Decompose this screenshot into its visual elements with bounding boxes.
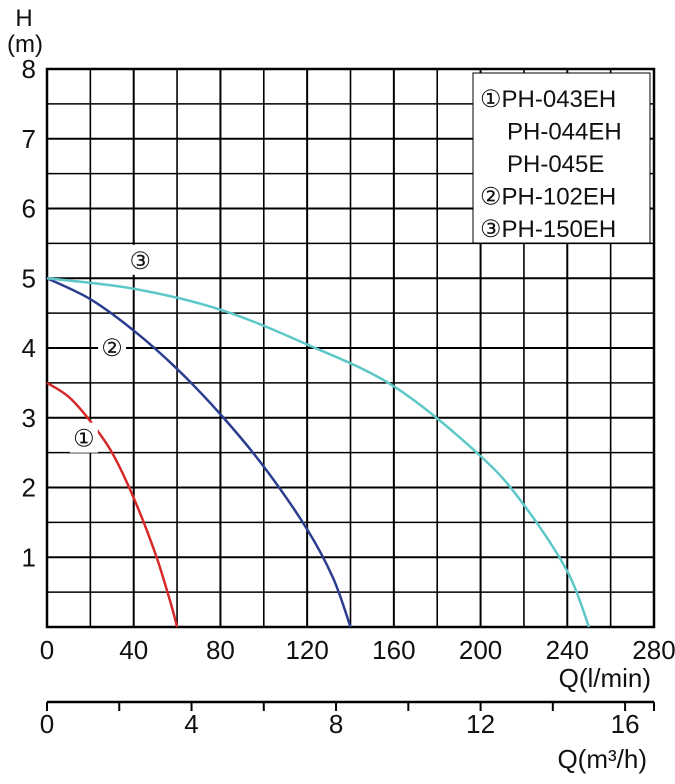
x-tick-label: 120 — [285, 635, 328, 665]
y-tick-label: 6 — [22, 194, 36, 224]
secondary-x-tick-label: 4 — [184, 709, 198, 739]
curve-label-2: ② — [101, 335, 123, 362]
secondary-x-axis: 0 4 8 12 16 — [40, 700, 655, 739]
x-axis-title: Q(l/min) — [559, 663, 651, 693]
curve-label-bg — [98, 332, 127, 362]
legend-entry: ①PH-043EH — [480, 86, 616, 113]
x-tick-label: 200 — [459, 635, 502, 665]
y-tick-label: 4 — [22, 333, 36, 363]
x-tick-label: 240 — [546, 635, 589, 665]
curve-labels: ① ② ③ — [69, 244, 155, 453]
series-curve-3 — [46, 277, 591, 628]
series-curve-2 — [46, 277, 352, 628]
series-curve-1 — [46, 381, 179, 628]
secondary-x-tick-label: 0 — [40, 709, 54, 739]
curve-label-3: ③ — [129, 248, 151, 275]
y-axis-ticks: 1 2 3 4 5 6 7 8 — [22, 54, 36, 572]
x-tick-label: 40 — [119, 635, 148, 665]
secondary-x-tick-label: 12 — [466, 709, 495, 739]
x-tick-label: 80 — [206, 635, 235, 665]
x-axis-ticks: 0 40 80 120 160 200 240 280 — [40, 635, 675, 665]
y-axis-title-line1: H — [15, 5, 32, 32]
legend-entry: PH-044EH — [507, 119, 622, 146]
legend-box — [472, 72, 651, 244]
legend-entry: ②PH-102EH — [480, 184, 616, 211]
y-tick-label: 8 — [22, 54, 36, 84]
y-tick-label: 5 — [22, 263, 36, 293]
x-tick-label: 0 — [40, 635, 54, 665]
curve-label-bg — [126, 244, 155, 275]
secondary-x-axis-title: Q(m³/h) — [557, 744, 647, 774]
y-tick-label: 7 — [22, 124, 36, 154]
y-axis-title-line2: (m) — [7, 31, 43, 58]
legend-entry: ③PH-150EH — [480, 216, 616, 243]
y-tick-label: 3 — [22, 403, 36, 433]
legend-entry: PH-045E — [507, 151, 604, 178]
y-tick-label: 1 — [22, 542, 36, 572]
secondary-x-tick-label: 8 — [329, 709, 343, 739]
y-tick-label: 2 — [22, 473, 36, 503]
curve-label-1: ① — [73, 426, 95, 453]
curves-group — [46, 277, 591, 628]
legend-entries: ①PH-043EH PH-044EH PH-045E ②PH-102EH ③PH-150… — [480, 86, 622, 243]
secondary-x-tick-label: 16 — [611, 709, 640, 739]
x-tick-label: 160 — [372, 635, 415, 665]
curve-label-bg — [69, 422, 98, 453]
x-tick-label: 280 — [632, 635, 675, 665]
